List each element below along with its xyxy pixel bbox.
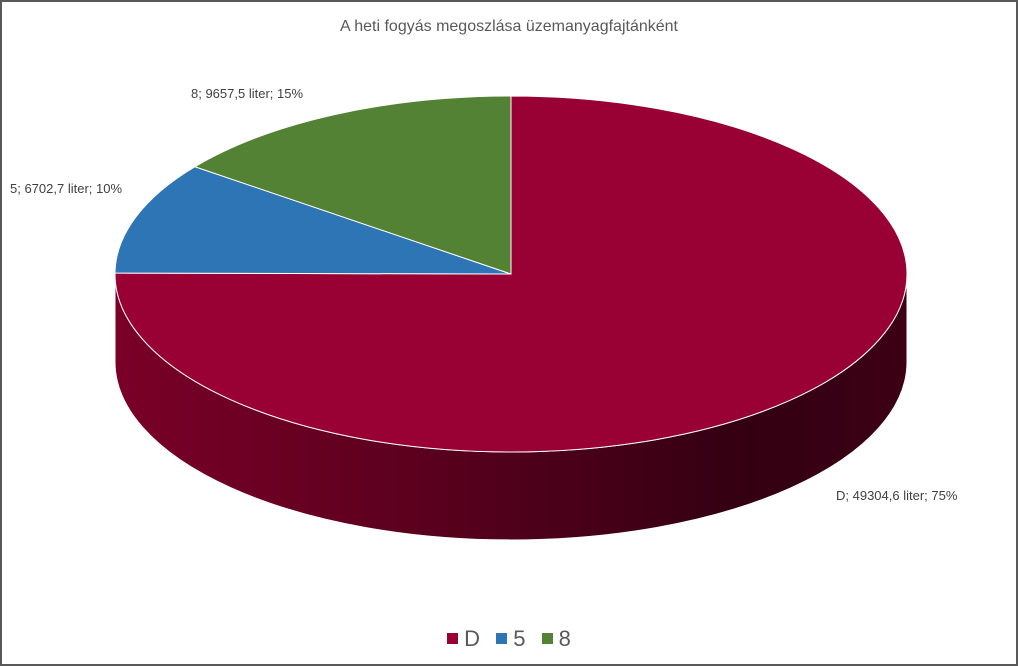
legend-swatch <box>496 633 508 644</box>
chart-title: A heti fogyás megoszlása üzemanyagfajtán… <box>340 18 678 35</box>
data-label-8: 8; 9657,5 liter; 15% <box>191 86 304 101</box>
slice-D <box>114 95 908 453</box>
legend-item-5: 5 <box>496 626 525 652</box>
slice-8 <box>193 95 512 275</box>
legend-item-8: 8 <box>541 625 571 652</box>
legend-label: 8 <box>558 625 571 651</box>
legend-swatch <box>447 633 459 644</box>
slice-5 <box>114 166 512 275</box>
legend-label: 5 <box>513 625 526 651</box>
legend-swatch <box>541 633 553 644</box>
legend-item-d: D <box>447 626 480 652</box>
legend-label: D <box>464 625 481 651</box>
data-label-d: D; 49304,6 liter; 75% <box>836 488 958 503</box>
data-label-5: 5; 6702,7 liter; 10% <box>10 181 123 196</box>
legend: D 5 8 <box>2 624 1016 652</box>
